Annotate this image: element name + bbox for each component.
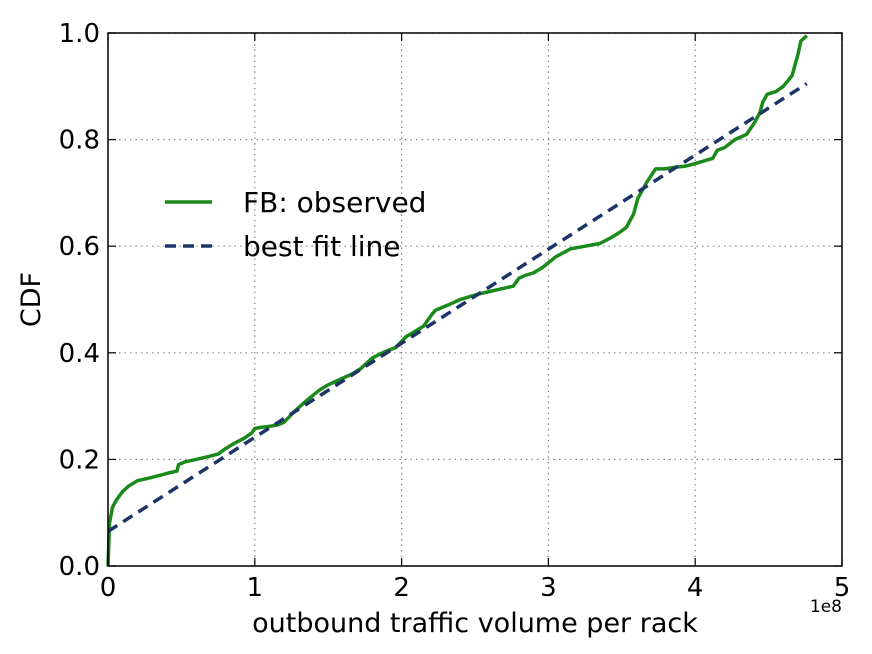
x-tick-label: 5 <box>834 573 851 603</box>
legend-label: best fit line <box>243 230 401 263</box>
x-tick-label: 3 <box>540 573 557 603</box>
y-tick-label: 0.6 <box>59 232 100 262</box>
x-axis-ticks: 0 1 2 3 4 5 <box>100 33 851 603</box>
x-axis-label: outbound traffic volume per rack <box>252 608 698 639</box>
y-axis-ticks: 0.0 0.2 0.4 0.6 0.8 1.0 <box>59 19 842 582</box>
grid-lines <box>107 32 843 567</box>
y-axis-label: CDF <box>16 272 47 327</box>
x-tick-label: 2 <box>393 573 410 603</box>
series-layer <box>106 34 808 567</box>
y-tick-label: 0.2 <box>59 445 100 475</box>
x-axis-offset-label: 1e8 <box>810 597 842 617</box>
legend: FB: observed best fit line <box>165 186 426 263</box>
x-tick-label: 0 <box>100 573 117 603</box>
y-tick-label: 0.0 <box>59 552 100 582</box>
legend-label: FB: observed <box>243 186 426 219</box>
series-line-observed <box>106 34 808 567</box>
series-line-best-fit <box>107 82 808 533</box>
y-tick-label: 0.8 <box>59 126 100 156</box>
y-tick-label: 1.0 <box>59 19 100 49</box>
x-tick-label: 1 <box>247 573 264 603</box>
x-tick-label: 4 <box>687 573 704 603</box>
plot-frame <box>107 32 843 567</box>
y-tick-label: 0.4 <box>59 339 100 369</box>
